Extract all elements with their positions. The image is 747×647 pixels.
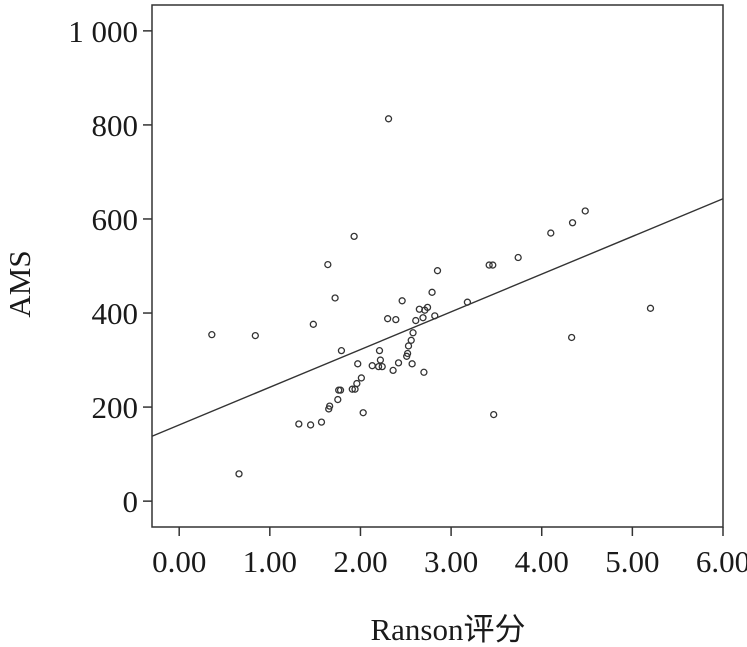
data-point [392,315,400,324]
y-tick-label: 600 [92,202,139,237]
data-point [398,297,406,305]
y-axis-title: AMS [2,250,37,317]
data-point [324,260,332,269]
data-point [295,420,303,428]
data-point [306,421,315,429]
data-point [208,331,216,339]
data-point [581,207,589,215]
data-point [403,349,412,358]
data-point [251,331,259,340]
data-point [419,314,427,322]
data-point [309,320,317,328]
data-point [567,333,576,342]
data-point [646,304,655,312]
x-tick-label: 2.00 [333,544,387,579]
data-point [514,253,522,262]
data-point [384,315,392,323]
data-point [568,219,577,227]
data-point [407,336,415,344]
data-points [208,115,655,478]
data-point [317,418,326,426]
x-tick-label: 5.00 [605,544,659,579]
data-point [463,298,472,306]
data-point [376,356,385,364]
data-point [420,368,428,376]
y-tick-label: 0 [123,484,139,519]
data-point [375,346,384,355]
data-point [334,395,342,404]
x-tick-label: 0.00 [152,544,206,579]
data-point [350,232,358,241]
x-axis-title: Ranson评分 [371,612,526,647]
data-point [423,303,432,312]
y-tick-label: 400 [92,296,139,331]
data-point [431,312,439,320]
data-point [336,386,345,394]
data-point [404,342,413,350]
data-point [235,470,243,478]
data-point [359,409,367,417]
x-tick-label: 1.00 [243,544,297,579]
data-point [348,385,356,393]
x-tick-label: 3.00 [424,544,478,579]
data-point [354,360,362,368]
data-point [489,261,497,269]
x-tick-label: 4.00 [515,544,569,579]
data-point [331,294,339,302]
data-point [394,359,403,367]
data-point [325,402,334,410]
tick-labels: 0.00 1.00 2.00 3.00 4.00 5.00 6.00 0 200 400 600 80… [68,14,747,579]
data-point [337,346,346,355]
y-tick-label: 800 [92,108,139,143]
data-point [357,374,366,382]
data-point [389,366,397,375]
data-point [485,261,493,269]
data-point [428,288,436,296]
data-point [384,115,393,123]
data-point [409,329,417,337]
data-point [353,379,361,388]
data-point [412,316,420,325]
data-point [490,410,498,419]
data-point [433,267,442,275]
data-point [374,362,383,371]
axis-ticks [143,30,724,536]
plot-frame [151,4,724,528]
data-point [378,362,386,371]
x-tick-label: 6.00 [696,544,747,579]
y-tick-label: 1 000 [68,14,138,49]
y-tick-label: 200 [92,390,139,425]
data-point [547,229,555,237]
data-point [408,360,416,368]
